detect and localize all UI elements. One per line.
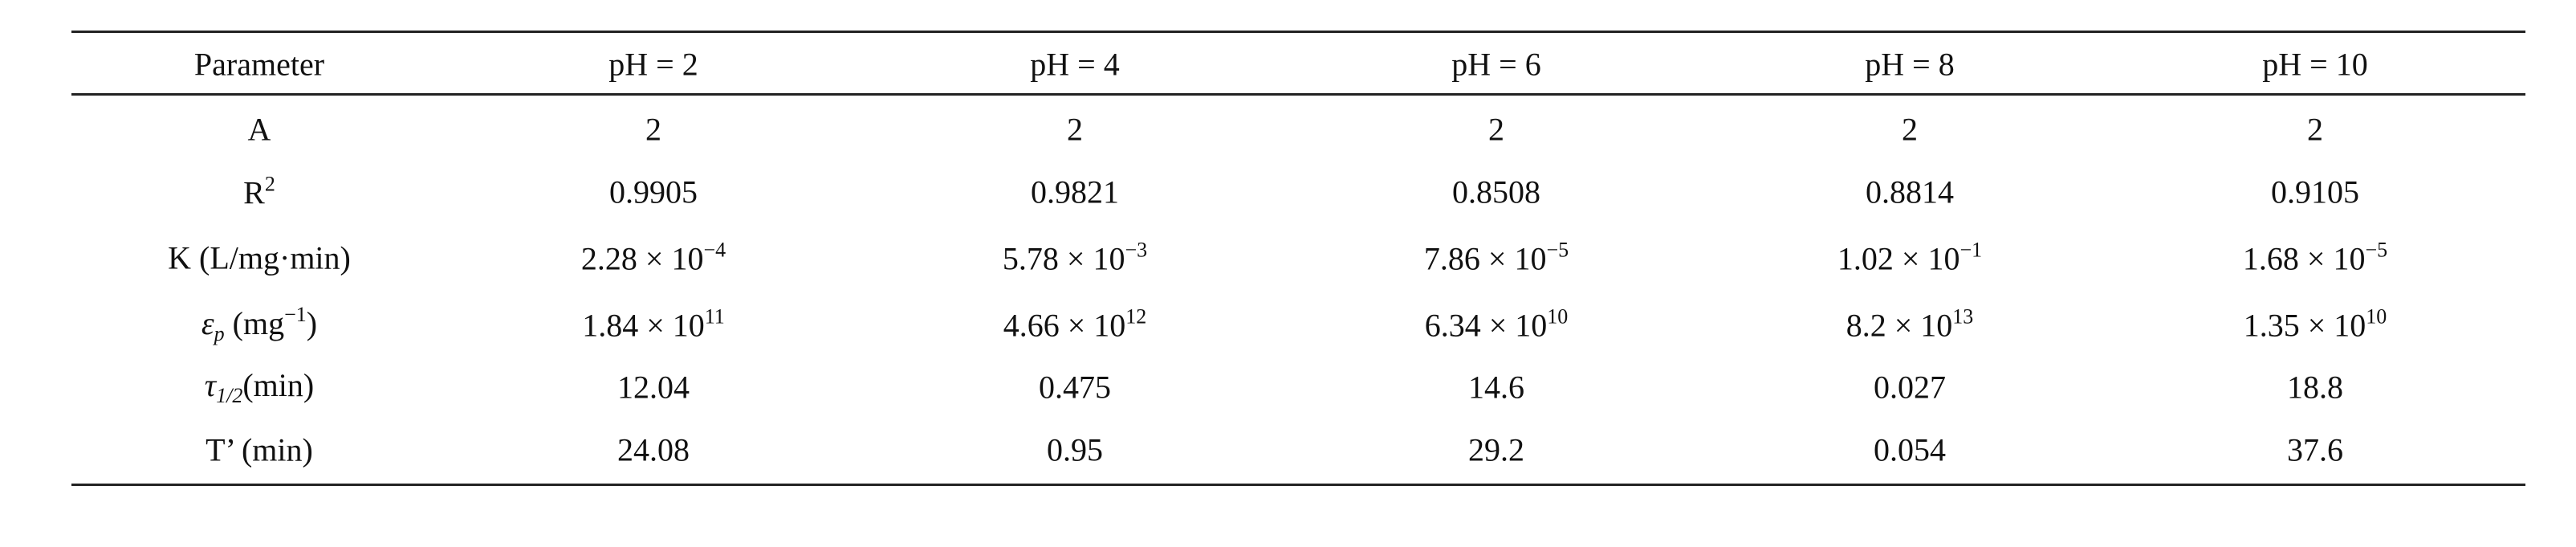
table-cell: 29.2 [1468, 431, 1524, 469]
cell-text: 1.35 × 10 [2243, 307, 2366, 344]
cell-text: R [243, 174, 265, 211]
table-cell: 0.8814 [1866, 173, 1954, 211]
table-cell: 2 [2307, 111, 2323, 149]
header-cell: pH = 6 [1451, 46, 1541, 83]
cell-text: −4 [703, 238, 726, 262]
table-cell: 1.68 × 10−5 [2243, 239, 2387, 278]
cell-text: −3 [1125, 238, 1148, 262]
cell-text: 1.02 × 10 [1837, 240, 1960, 277]
cell-text: 0.9105 [2271, 173, 2359, 210]
cell-text: τ [204, 367, 217, 403]
cell-text: 10 [1547, 304, 1569, 329]
table-cell: 1.02 × 10−1 [1837, 239, 1982, 278]
cell-text: 18.8 [2287, 369, 2343, 406]
cell-text: 14.6 [1468, 369, 1524, 406]
cell-text: p [214, 322, 225, 345]
table-cell: 4.66 × 1012 [1003, 305, 1147, 345]
cell-text: K (L/mg·min) [168, 239, 351, 276]
header-cell: pH = 4 [1030, 46, 1120, 83]
cell-text: (mg [224, 305, 285, 341]
cell-text: 2 [1067, 111, 1083, 148]
cell-text: ) [306, 305, 318, 341]
header-cell: pH = 2 [608, 46, 698, 83]
cell-text: 2 [1902, 111, 1918, 148]
cell-text: 4.66 × 10 [1003, 307, 1126, 344]
table-cell: 24.08 [617, 431, 690, 469]
table-cell: 0.9105 [2271, 173, 2359, 211]
table-cell: 18.8 [2287, 369, 2343, 406]
cell-text: 1.68 × 10 [2242, 240, 2366, 277]
table-cell: K (L/mg·min) [168, 239, 351, 277]
cell-text: 2 [2307, 111, 2323, 148]
cell-text: A [247, 111, 271, 148]
table-cell: 2 [1902, 111, 1918, 149]
cell-text: 2 [645, 111, 661, 148]
table-cell: T’ (min) [206, 431, 313, 469]
table-cell: τ1/2(min) [205, 366, 314, 408]
cell-text: −5 [2365, 238, 2388, 262]
cell-text: 0.054 [1874, 431, 1946, 468]
cell-text: 6.34 × 10 [1424, 307, 1548, 344]
table-cell: 5.78 × 10−3 [1003, 239, 1147, 278]
cell-text: 1/2 [216, 384, 243, 407]
cell-text: 0.027 [1874, 369, 1946, 406]
cell-text: 29.2 [1468, 431, 1524, 468]
cell-text: 0.475 [1039, 369, 1111, 406]
table-cell: 12.04 [617, 369, 690, 406]
cell-text: 2 [264, 172, 275, 196]
cell-text: 5.78 × 10 [1002, 240, 1125, 277]
table-cell: 0.027 [1874, 369, 1946, 406]
table-cell: 8.2 × 1013 [1846, 305, 1974, 345]
cell-text: 24.08 [617, 431, 690, 468]
table-cell: 7.86 × 10−5 [1424, 239, 1569, 278]
cell-text: 8.2 × 10 [1846, 307, 1953, 344]
table-cell: 0.475 [1039, 369, 1111, 406]
cell-text: 0.95 [1047, 431, 1103, 468]
table-cell: 0.95 [1047, 431, 1103, 469]
table-cell: 6.34 × 1010 [1425, 305, 1569, 345]
cell-text: 11 [704, 304, 725, 329]
cell-text: T’ (min) [206, 431, 313, 468]
bottom-rule [71, 484, 2525, 486]
top-rule [71, 31, 2525, 33]
cell-text: 37.6 [2287, 431, 2343, 468]
cell-text: 0.8814 [1866, 173, 1954, 210]
table-cell: 37.6 [2287, 431, 2343, 469]
table-cell: 14.6 [1468, 369, 1524, 406]
cell-text: 2 [1488, 111, 1504, 148]
table-cell: 1.35 × 1010 [2244, 305, 2387, 345]
table-cell: R2 [243, 173, 275, 212]
table-cell: εp (mg−1) [201, 303, 317, 346]
cell-text: ε [201, 305, 214, 341]
table-cell: 0.054 [1874, 431, 1946, 469]
cell-text: 10 [2366, 304, 2387, 329]
cell-text: 1.84 × 10 [582, 307, 705, 344]
cell-text: 2.28 × 10 [580, 240, 704, 277]
table-cell: A [248, 111, 271, 149]
cell-text: 7.86 × 10 [1423, 240, 1547, 277]
cell-text: 0.9905 [609, 173, 698, 210]
cell-text: 0.9821 [1031, 173, 1119, 210]
cell-text: 0.8508 [1452, 173, 1540, 210]
cell-text: 13 [1952, 304, 1974, 329]
header-cell: Parameter [193, 46, 325, 83]
cell-text: 12 [1125, 304, 1147, 329]
table-cell: 2 [1488, 111, 1504, 149]
table-cell: 2 [645, 111, 661, 149]
table-cell: 0.9821 [1031, 173, 1119, 211]
table-cell: 0.9905 [609, 173, 698, 211]
header-cell: pH = 8 [1865, 46, 1955, 83]
header-cell: pH = 10 [2262, 46, 2368, 83]
table-cell: 0.8508 [1452, 173, 1540, 211]
cell-text: −1 [1959, 238, 1983, 262]
table-cell: 1.84 × 1011 [582, 305, 725, 345]
cell-text: 12.04 [617, 369, 690, 406]
header-rule [71, 93, 2525, 96]
cell-text: (min) [242, 367, 315, 403]
table-cell: 2.28 × 10−4 [581, 239, 726, 278]
table-cell: 2 [1067, 111, 1083, 149]
cell-text: −1 [284, 303, 307, 326]
cell-text: −5 [1546, 238, 1569, 262]
